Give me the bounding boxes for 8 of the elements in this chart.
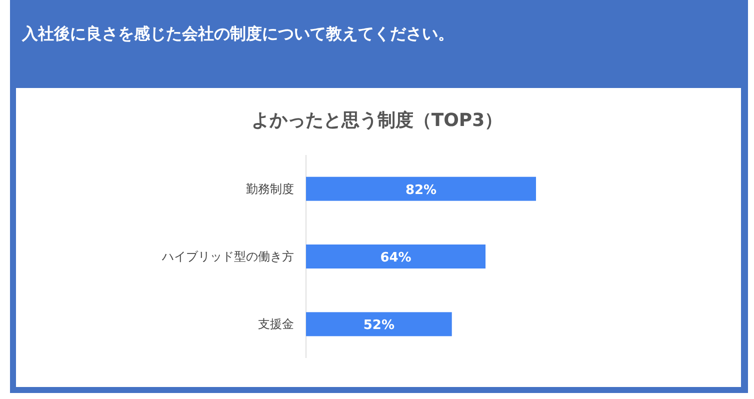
data-label: 52% <box>363 318 394 334</box>
data-label: 64% <box>380 250 412 266</box>
y-tick-label: 支援金 <box>258 317 294 332</box>
data-label: 82% <box>405 182 437 198</box>
y-tick-label: ハイブリッド型の働き方 <box>161 250 294 264</box>
chart-title: 入社後に良さを感じた会社の制度について教えてください。 <box>21 24 454 43</box>
y-tick-label: 勤務制度 <box>246 182 294 196</box>
chart-subtitle: よかったと思う制度（TOP3） <box>251 110 503 131</box>
